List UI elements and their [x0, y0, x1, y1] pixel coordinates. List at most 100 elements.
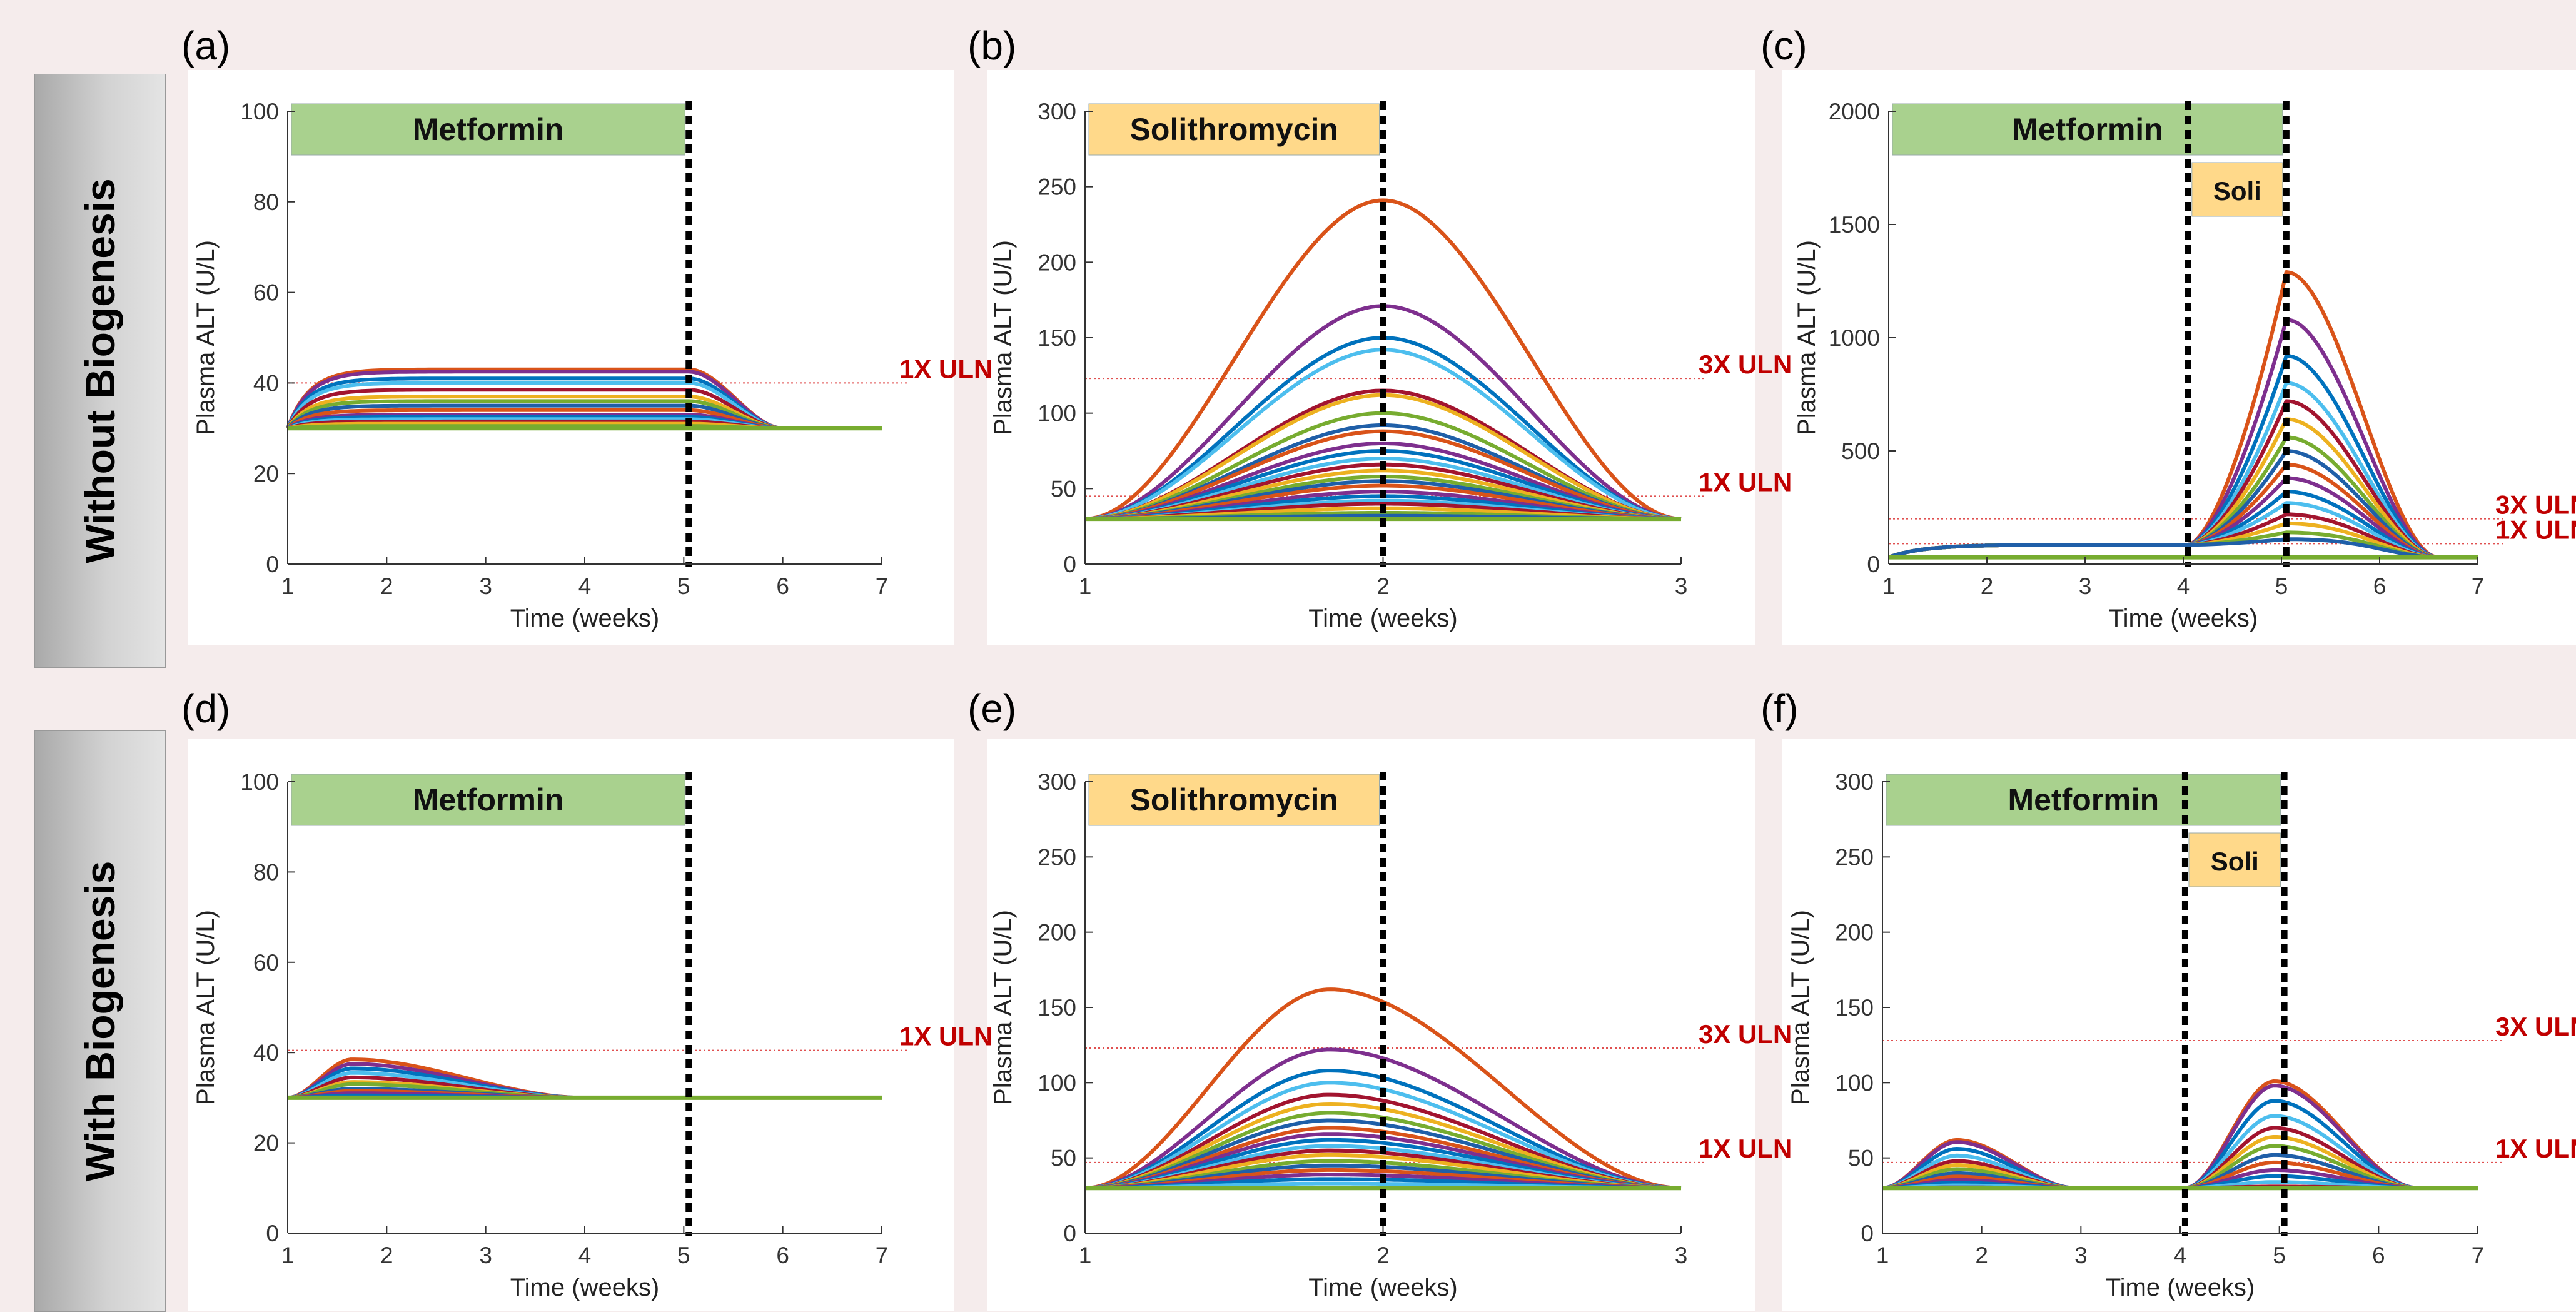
- chart-5-y-tick-label-0: 0: [1861, 1221, 1874, 1246]
- chart-5-y-tick-label-3: 150: [1835, 995, 1874, 1021]
- chart-2-x-tick-label-0: 1: [1882, 573, 1896, 599]
- chart-5-y-tick-label-6: 300: [1835, 769, 1874, 795]
- chart-1-dosing-label-0: Solithromycin: [1130, 112, 1338, 147]
- chart-0-dosing-label-0: Metformin: [413, 112, 564, 147]
- chart-5-y-tick-label-5: 250: [1835, 844, 1874, 870]
- chart-0-y-tick-label-0: 0: [266, 552, 279, 577]
- chart-5-y-tick-label-4: 200: [1835, 920, 1874, 946]
- plot-card-e: [987, 739, 1755, 1311]
- chart-1-x-tick-label-2: 3: [1675, 573, 1688, 599]
- chart-1-y-tick-label-6: 300: [1038, 99, 1076, 124]
- chart-2-y-tick-label-2: 1000: [1829, 325, 1880, 351]
- chart-4-threshold-label-0: 3X ULN: [1699, 1019, 1792, 1049]
- chart-0-y-tick-label-3: 60: [253, 280, 279, 306]
- chart-2-x-tick-label-5: 6: [2373, 573, 2387, 599]
- chart-4-y-tick-label-4: 200: [1038, 920, 1076, 946]
- chart-5-x-tick-label-3: 4: [2174, 1243, 2187, 1268]
- panel-letter-c: (c): [1760, 23, 1807, 68]
- chart-1-series-line-0: [1084, 198, 1682, 521]
- plot-card-d: [188, 739, 954, 1311]
- row-band-with-biogenesis: With Biogenesis: [34, 730, 166, 1312]
- chart-1-y-tick-label-5: 250: [1038, 174, 1076, 200]
- chart-5-x-tick-label-6: 7: [2472, 1243, 2485, 1268]
- panel-letter-d: (d): [181, 686, 231, 731]
- chart-2-y-tick-label-1: 500: [1841, 438, 1880, 464]
- chart-0-y-axis-label: Plasma ALT (U/L): [192, 240, 220, 435]
- chart-0-x-tick-label-5: 6: [776, 573, 789, 599]
- chart-2-x-tick-label-2: 3: [2079, 573, 2092, 599]
- chart-5-threshold-label-0: 3X ULN: [2495, 1012, 2576, 1041]
- chart-3-x-axis-label: Time (weeks): [510, 1274, 660, 1301]
- chart-4-x-axis-label: Time (weeks): [1308, 1274, 1458, 1301]
- chart-0-x-tick-label-6: 7: [876, 573, 889, 599]
- chart-1-y-tick-label-3: 150: [1038, 325, 1076, 351]
- chart-4-y-tick-label-1: 50: [1051, 1146, 1076, 1171]
- chart-2-x-tick-label-4: 5: [2275, 573, 2288, 599]
- chart-3-x-tick-label-0: 1: [281, 1243, 295, 1268]
- chart-3-y-axis-label: Plasma ALT (U/L): [192, 910, 220, 1105]
- chart-1-threshold-label-1: 1X ULN: [1699, 467, 1792, 497]
- chart-2-y-tick-label-0: 0: [1867, 552, 1880, 577]
- chart-3-y-tick-label-3: 60: [253, 950, 279, 976]
- row-band-without-biogenesis: Without Biogenesis: [34, 74, 166, 668]
- chart-3-y-tick-label-5: 100: [240, 769, 279, 795]
- chart-3-x-tick-label-1: 2: [380, 1243, 393, 1268]
- chart-5-dosing-label-0: Metformin: [2008, 782, 2159, 817]
- chart-4-y-tick-label-0: 0: [1063, 1221, 1076, 1246]
- chart-5-dosing-label-1: Soli: [2211, 847, 2259, 876]
- chart-5-x-axis-label: Time (weeks): [2106, 1274, 2255, 1301]
- chart-0-threshold-label-0: 1X ULN: [899, 354, 993, 383]
- chart-5-y-axis-label: Plasma ALT (U/L): [1787, 910, 1814, 1105]
- chart-4-dosing-label-0: Solithromycin: [1130, 782, 1338, 817]
- chart-2-x-tick-label-6: 7: [2472, 573, 2485, 599]
- chart-4-x-tick-label-2: 3: [1675, 1243, 1688, 1268]
- chart-1-y-axis-label: Plasma ALT (U/L): [989, 240, 1017, 435]
- chart-1-y-tick-label-4: 200: [1038, 250, 1076, 275]
- chart-2-dosing-label-0: Metformin: [2012, 112, 2163, 147]
- chart-1-x-tick-label-0: 1: [1079, 573, 1092, 599]
- chart-0-y-tick-label-4: 80: [253, 189, 279, 215]
- chart-1-dosing-bar-0: [1088, 103, 1380, 156]
- chart-5-y-tick-label-2: 100: [1835, 1070, 1874, 1096]
- panel-letter-f: (f): [1760, 686, 1799, 731]
- chart-2-y-tick-label-3: 1500: [1829, 212, 1880, 238]
- chart-2-dosing-label-1: Soli: [2213, 176, 2261, 206]
- chart-0-y-tick-label-2: 40: [253, 370, 279, 396]
- chart-3-y-tick-label-2: 40: [253, 1040, 279, 1066]
- chart-3-y-tick-label-4: 80: [253, 859, 279, 885]
- chart-1-y-tick-label-1: 50: [1051, 476, 1076, 502]
- chart-5-x-tick-label-4: 5: [2273, 1243, 2286, 1268]
- chart-4-dosing-bar-0: [1088, 774, 1380, 826]
- chart-4-x-tick-label-1: 2: [1376, 1243, 1390, 1268]
- panel-letter-b: (b): [967, 23, 1017, 68]
- chart-2-x-axis-label: Time (weeks): [2109, 605, 2258, 632]
- chart-3-dosing-bar-0: [291, 774, 685, 826]
- chart-4-series-line-1: [1084, 1047, 1682, 1190]
- plot-card-b: [987, 70, 1755, 645]
- chart-2-threshold-label-1: 1X ULN: [2495, 515, 2576, 544]
- chart-2-y-axis-label: Plasma ALT (U/L): [1793, 240, 1821, 435]
- chart-0-x-axis-label: Time (weeks): [510, 605, 660, 632]
- chart-0-x-tick-label-4: 5: [677, 573, 690, 599]
- chart-5-x-tick-label-2: 3: [2074, 1243, 2088, 1268]
- chart-4-y-tick-label-6: 300: [1038, 769, 1076, 795]
- chart-1-y-tick-label-2: 100: [1038, 401, 1076, 426]
- chart-5-x-tick-label-1: 2: [1975, 1243, 1988, 1268]
- chart-0-y-tick-label-5: 100: [240, 99, 279, 124]
- chart-1-series-line-6: [1084, 411, 1682, 521]
- chart-2-y-tick-label-4: 2000: [1829, 99, 1880, 124]
- chart-3-dosing-label-0: Metformin: [413, 782, 564, 817]
- chart-3-y-tick-label-0: 0: [266, 1221, 279, 1246]
- chart-5-dosing-bar-1: [2188, 832, 2281, 887]
- chart-0-x-tick-label-0: 1: [281, 573, 295, 599]
- plot-card-a: [188, 70, 954, 645]
- chart-3-threshold-label-0: 1X ULN: [899, 1022, 993, 1051]
- chart-0-y-tick-label-1: 20: [253, 461, 279, 487]
- chart-1-series-line-8: [1084, 429, 1682, 521]
